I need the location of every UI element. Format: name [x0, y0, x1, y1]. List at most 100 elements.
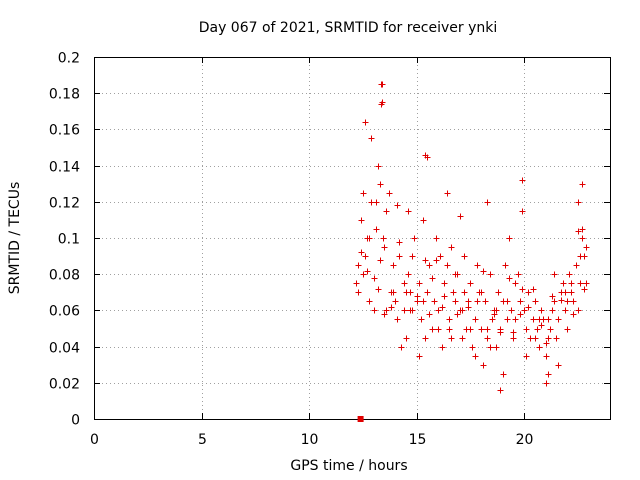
y-tick-label: 0.14 — [49, 160, 80, 176]
data-point — [383, 208, 390, 215]
data-point — [521, 307, 528, 314]
x-tick-label: 20 — [516, 432, 534, 448]
data-point — [371, 275, 378, 282]
data-point-square — [357, 416, 364, 422]
data-point — [551, 298, 558, 305]
data-point — [555, 362, 562, 369]
data-point — [441, 293, 448, 300]
data-point — [538, 307, 545, 314]
data-point — [506, 235, 513, 242]
data-point — [551, 271, 558, 278]
data-point — [448, 244, 455, 251]
data-point — [366, 235, 373, 242]
data-point — [570, 311, 577, 318]
data-point — [478, 289, 485, 296]
data-point — [375, 286, 382, 293]
data-point — [429, 326, 436, 333]
data-point — [530, 286, 537, 293]
data-point — [394, 202, 401, 209]
data-point — [583, 280, 590, 287]
data-point — [504, 316, 511, 323]
data-point — [437, 253, 444, 260]
y-tick-label: 0.16 — [49, 123, 80, 139]
data-point — [568, 289, 575, 296]
data-point — [510, 335, 517, 342]
data-point — [401, 280, 408, 287]
data-point — [536, 344, 543, 351]
data-point — [444, 190, 451, 197]
y-tick-label: 0.18 — [49, 87, 80, 103]
data-point — [478, 326, 485, 333]
data-point — [461, 253, 468, 260]
data-point — [484, 326, 491, 333]
data-point — [577, 253, 584, 260]
data-point — [525, 289, 532, 296]
data-point — [484, 199, 491, 206]
data-point — [422, 257, 429, 264]
data-point — [506, 275, 513, 282]
data-point — [487, 271, 494, 278]
data-point — [530, 316, 537, 323]
data-point — [532, 298, 539, 305]
data-point — [532, 335, 539, 342]
data-point — [497, 387, 504, 394]
data-point — [439, 344, 446, 351]
data-point — [379, 81, 386, 88]
data-point — [416, 280, 423, 287]
data-point — [381, 311, 388, 318]
data-point — [579, 235, 586, 242]
data-point — [553, 335, 560, 342]
data-point — [375, 163, 382, 170]
data-point — [523, 353, 530, 360]
data-point — [420, 217, 427, 224]
data-point — [381, 244, 388, 251]
data-point — [364, 268, 371, 275]
data-point — [573, 262, 580, 269]
data-point — [579, 181, 586, 188]
data-point — [452, 298, 459, 305]
data-point — [388, 304, 395, 311]
data-point — [555, 316, 562, 323]
data-point — [474, 262, 481, 269]
x-tick-label: 0 — [90, 432, 99, 448]
data-point — [450, 289, 457, 296]
data-points — [353, 81, 590, 422]
x-axis-label: GPS time / hours — [290, 458, 407, 474]
data-point — [366, 298, 373, 305]
data-point — [441, 280, 448, 287]
y-tick-label: 0.04 — [49, 341, 80, 357]
data-point — [459, 335, 466, 342]
data-point — [409, 307, 416, 314]
data-point — [426, 262, 433, 269]
data-point — [358, 217, 365, 224]
data-point — [454, 311, 461, 318]
data-point — [407, 289, 414, 296]
x-tick-label: 10 — [301, 432, 319, 448]
data-point — [390, 262, 397, 269]
data-point — [409, 253, 416, 260]
data-point — [570, 298, 577, 305]
data-point — [560, 280, 567, 287]
data-point — [502, 262, 509, 269]
data-point — [380, 235, 387, 242]
data-point — [583, 244, 590, 251]
data-point — [461, 289, 468, 296]
data-point — [510, 329, 517, 336]
data-point — [538, 322, 545, 329]
y-tick-label: 0.2 — [58, 51, 80, 67]
data-point — [353, 280, 360, 287]
data-point — [504, 298, 511, 305]
x-tick-label: 5 — [198, 432, 207, 448]
data-point — [519, 208, 526, 215]
data-point — [515, 271, 522, 278]
data-point — [420, 298, 427, 305]
data-point — [472, 353, 479, 360]
data-point — [581, 286, 588, 293]
data-point — [401, 307, 408, 314]
data-point — [558, 297, 565, 304]
data-point — [469, 344, 476, 351]
data-point — [487, 344, 494, 351]
data-point — [396, 253, 403, 260]
data-point — [493, 344, 500, 351]
